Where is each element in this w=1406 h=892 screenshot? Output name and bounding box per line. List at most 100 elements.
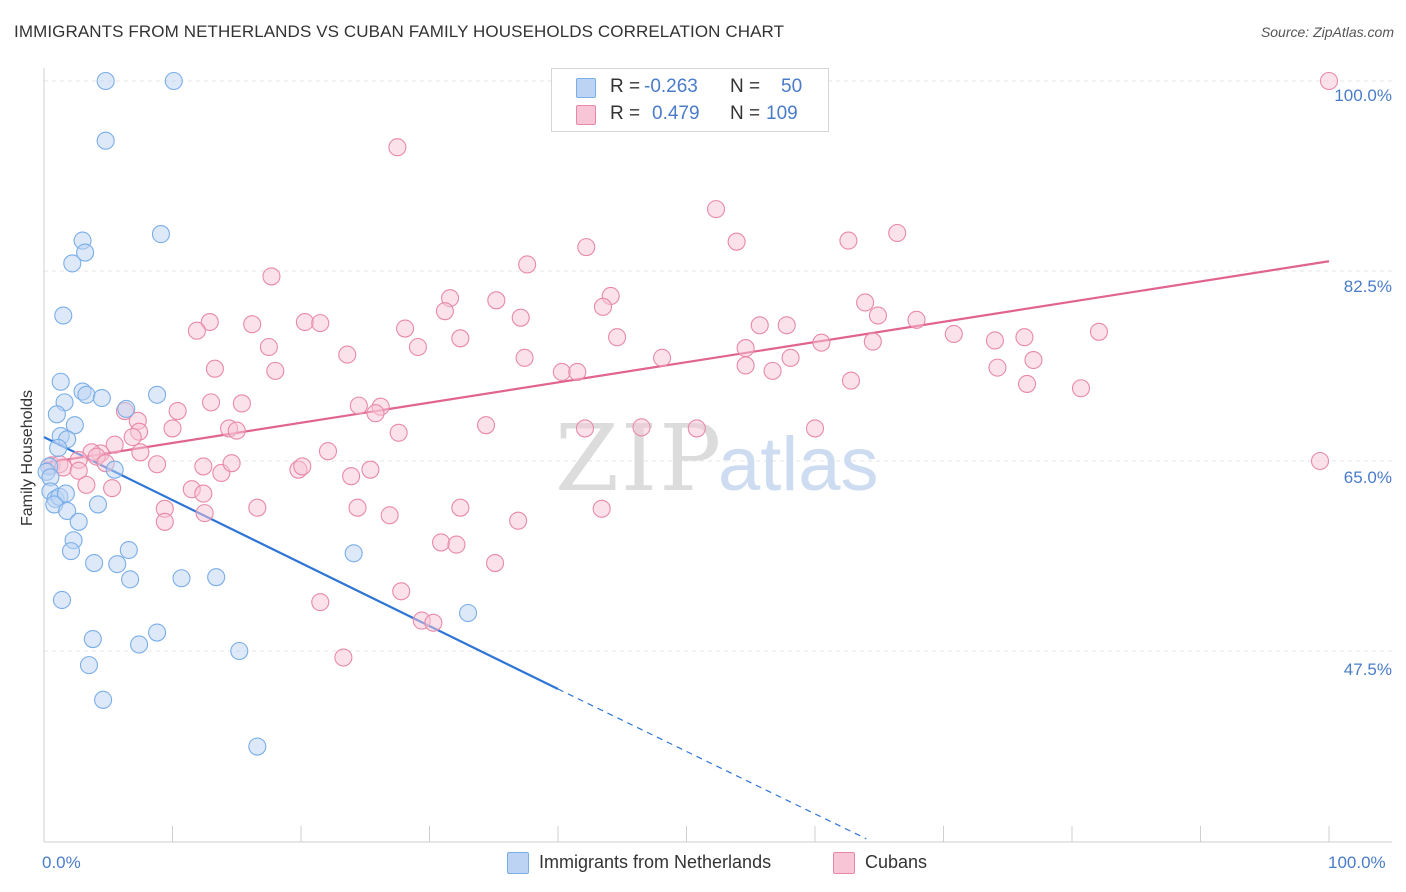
point-cubans [123, 428, 142, 447]
watermark-atlas: atlas [718, 422, 879, 507]
point-cubans [476, 416, 496, 435]
point-cubans [392, 582, 411, 601]
point-cubans [944, 324, 963, 344]
point-cubans [163, 419, 182, 438]
point-netherlands [458, 603, 478, 623]
source-label: Source: ZipAtlas.com [1260, 24, 1394, 40]
point-cubans [342, 467, 361, 486]
point-cubans [380, 506, 399, 525]
point-netherlands [248, 737, 267, 756]
point-cubans [69, 461, 88, 480]
point-netherlands [117, 399, 136, 418]
point-cubans [447, 535, 466, 554]
point-netherlands [83, 630, 102, 649]
point-cubans [509, 511, 528, 530]
point-cubans [311, 593, 330, 612]
point-netherlands [54, 306, 73, 325]
point-cubans [1024, 350, 1043, 370]
point-cubans [295, 312, 314, 332]
point-cubans [205, 359, 224, 378]
r-value: 0.479 [652, 103, 700, 124]
point-netherlands [105, 460, 124, 479]
point-netherlands [63, 254, 82, 273]
point-cubans [293, 457, 312, 476]
point-netherlands [148, 623, 167, 642]
legend-swatch-blue [507, 852, 529, 874]
point-cubans [194, 457, 213, 476]
point-netherlands [230, 641, 249, 661]
point-netherlands [58, 501, 77, 520]
point-cubans [396, 319, 415, 338]
point-cubans [750, 316, 769, 335]
legend-label: Immigrants from Netherlands [539, 852, 772, 872]
point-netherlands [85, 554, 104, 573]
point-cubans [187, 321, 206, 340]
point-cubans [105, 435, 124, 454]
point-cubans [227, 421, 246, 440]
point-cubans [148, 455, 167, 474]
point-cubans [334, 648, 353, 667]
point-cubans [338, 345, 357, 364]
point-cubans [451, 329, 470, 348]
point-cubans [424, 613, 443, 632]
point-cubans [863, 332, 882, 351]
point-cubans [435, 302, 454, 321]
point-cubans [262, 267, 281, 286]
point-netherlands [92, 388, 111, 408]
point-cubans [266, 361, 285, 380]
point-cubans [131, 443, 150, 462]
point-cubans [194, 484, 213, 503]
stats-legend: R = -0.263 N = 50 R = 0.479 N = 109 [551, 68, 829, 132]
gridlines [44, 80, 1392, 652]
point-cubans [805, 419, 825, 438]
point-netherlands [47, 405, 66, 424]
y-tick-label: 82.5% [1343, 277, 1392, 296]
legend-swatch-pink [576, 105, 596, 125]
legend-swatch-pink [833, 852, 855, 874]
trend-line-netherlands [43, 436, 559, 690]
point-netherlands [52, 590, 72, 610]
point-netherlands [77, 385, 96, 404]
x-tick-label-min: 0.0% [42, 853, 81, 872]
point-cubans [348, 498, 367, 517]
point-cubans [707, 200, 726, 219]
point-cubans [243, 315, 262, 334]
point-cubans [349, 396, 368, 415]
point-cubans [408, 337, 427, 357]
point-netherlands [69, 512, 88, 531]
point-cubans [632, 418, 651, 437]
point-cubans [487, 291, 506, 310]
point-netherlands [151, 225, 170, 244]
point-cubans [888, 223, 907, 243]
n-label: N = [730, 76, 761, 97]
point-cubans [451, 498, 470, 517]
point-cubans [988, 358, 1007, 377]
point-netherlands [148, 385, 167, 404]
point-cubans [736, 339, 755, 358]
point-cubans [868, 306, 888, 325]
chart-title: IMMIGRANTS FROM NETHERLANDS VS CUBAN FAM… [14, 22, 785, 41]
point-netherlands [119, 540, 138, 560]
point-cubans [727, 232, 746, 251]
point-cubans [608, 328, 627, 347]
point-cubans [248, 498, 267, 517]
point-cubans [202, 393, 221, 412]
point-cubans [839, 231, 858, 250]
point-netherlands [207, 568, 226, 587]
point-cubans [985, 331, 1004, 350]
point-cubans [232, 394, 251, 413]
point-cubans [907, 310, 926, 329]
point-cubans [1319, 71, 1339, 91]
point-cubans [361, 460, 380, 479]
trend-line-cubans [43, 260, 1330, 465]
trend-line-netherlands-extrapolated [557, 688, 867, 840]
point-cubans [1017, 374, 1037, 393]
n-label: N = [730, 103, 761, 124]
point-cubans [77, 475, 96, 494]
point-netherlands [65, 416, 84, 435]
point-cubans [577, 238, 596, 257]
point-cubans [311, 314, 330, 333]
point-cubans [485, 554, 505, 573]
point-cubans [736, 356, 755, 375]
